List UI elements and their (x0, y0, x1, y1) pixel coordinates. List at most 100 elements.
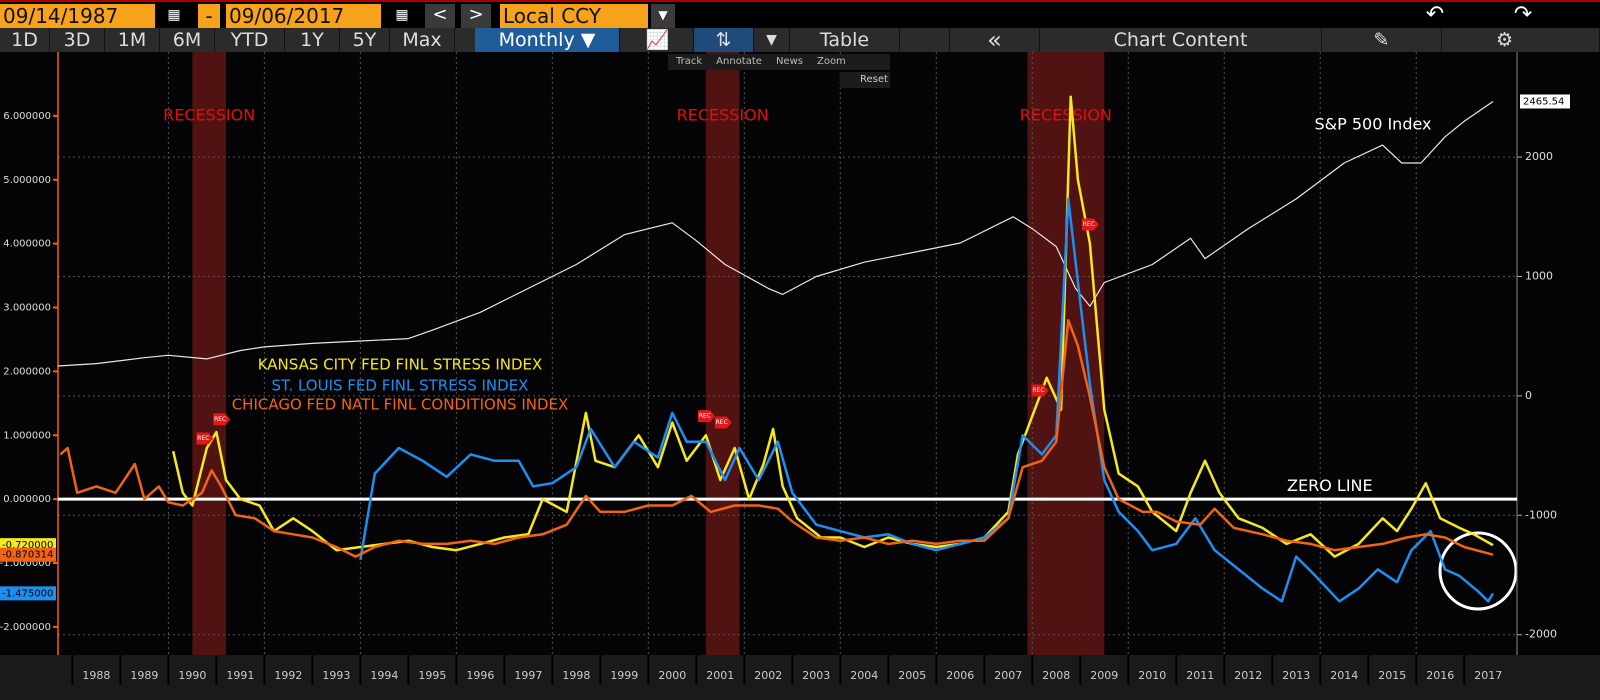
currency[interactable]: Local CCY (500, 4, 648, 28)
tool-button[interactable]: Annotate (716, 56, 762, 67)
y-tick-label: -2.000000 (0, 622, 51, 633)
range-button[interactable]: 6M (160, 28, 215, 52)
y-tick-label: 6.000000 (3, 111, 51, 122)
chart-tools: Track Annotate News Zoom (668, 54, 890, 70)
y-tick-label: 1.000000 (3, 430, 51, 441)
prev-button[interactable]: < (425, 4, 455, 28)
x-tick-label: 2012 (1234, 669, 1262, 682)
date-dash: - (198, 4, 220, 28)
legend-entry: ST. LOUIS FED FINL STRESS INDEX (272, 377, 529, 395)
x-tick-label: 2007 (994, 669, 1022, 682)
settings-icon[interactable]: ⚙ (1442, 28, 1600, 52)
tool-button[interactable]: Zoom (816, 56, 846, 67)
x-tick-label: 1989 (130, 669, 158, 682)
start-date[interactable]: 09/14/1987 (0, 4, 155, 28)
chart-content-label: Chart Content (1113, 29, 1248, 51)
style-dropdown[interactable]: ▼ (754, 28, 790, 52)
last-value-flag (0, 547, 56, 562)
rec-flag-label: REC (716, 419, 728, 426)
top-bar: 09/14/1987 ▦ - 09/06/2017 ▦ < > Local CC… (0, 0, 1600, 28)
recession-label: RECESSION (163, 105, 255, 124)
range-button[interactable]: 1M (105, 28, 160, 52)
tool-button[interactable]: News (775, 56, 803, 67)
y2-tick-label: 2000 (1525, 150, 1553, 163)
x-tick-label: 2016 (1426, 669, 1454, 682)
table-button[interactable]: Table (790, 28, 900, 52)
range-bar: Monthly ▼ 📈 ⇅ ▼ Table « Chart Content ✎ … (0, 28, 1600, 52)
x-tick-label: 2001 (706, 669, 734, 682)
reset-button[interactable]: Reset (840, 72, 890, 88)
y2-tick-label: 1000 (1525, 269, 1553, 282)
range-button[interactable]: 1D (0, 28, 50, 52)
x-tick-label: 2004 (850, 669, 878, 682)
next-button[interactable]: > (461, 4, 491, 28)
y-tick-label: 4.000000 (3, 239, 51, 250)
x-tick-label: 2005 (898, 669, 926, 682)
range-button[interactable]: 1Y (285, 28, 340, 52)
y-tick-label: 5.000000 (3, 175, 51, 186)
x-tick-label: 2000 (658, 669, 686, 682)
rec-flag (196, 432, 214, 445)
range-button[interactable]: 3D (50, 28, 105, 52)
x-tick-label: 1994 (370, 669, 398, 682)
calendar-icon[interactable]: ▦ (160, 4, 188, 28)
range-button[interactable]: Max (390, 28, 455, 52)
x-tick-label: 2014 (1330, 669, 1358, 682)
last-value-label: -0.720000 (2, 540, 53, 551)
calendar-icon[interactable]: ▦ (388, 4, 416, 28)
x-tick-label: 1995 (418, 669, 446, 682)
y-tick-label: -1.000000 (0, 558, 51, 569)
last-value-label: 2465.54 (1523, 96, 1564, 107)
range-button[interactable]: YTD (215, 28, 285, 52)
recession-label: RECESSION (1020, 105, 1112, 124)
rec-flag-label: REC (699, 413, 711, 420)
x-tick-label: 2006 (946, 669, 974, 682)
y-tick-label: 0.000000 (3, 494, 51, 505)
last-value-label: -0.870314 (2, 550, 53, 561)
y2-tick-label: -2000 (1525, 628, 1557, 641)
undo-icon[interactable]: ↶ (1420, 4, 1450, 28)
highlight-circle (1438, 531, 1518, 611)
chart-content-button[interactable]: Chart Content (1040, 28, 1322, 52)
rec-flag (1081, 218, 1099, 231)
recession-band (705, 52, 740, 655)
x-tick-label: 2009 (1090, 669, 1118, 682)
tool-button[interactable]: Track (676, 56, 703, 67)
recession-label: RECESSION (677, 105, 769, 124)
legend-entry: KANSAS CITY FED FINL STRESS INDEX (258, 356, 543, 374)
y-tick-label: 2.000000 (3, 366, 51, 377)
annotation: ZERO LINE (1287, 476, 1373, 495)
redo-icon[interactable]: ↷ (1508, 4, 1538, 28)
currency-dropdown[interactable]: ▼ (651, 4, 675, 28)
x-tick-label: 2017 (1474, 669, 1502, 682)
x-tick-label: 1996 (466, 669, 494, 682)
end-date[interactable]: 09/06/2017 (226, 4, 381, 28)
x-tick-label: 2015 (1378, 669, 1406, 682)
x-tick-label: 1991 (226, 669, 254, 682)
series-label: S&P 500 Index (1314, 115, 1431, 134)
line-icon[interactable]: 📈 (622, 28, 694, 52)
bars-icon[interactable]: ⇅ (694, 28, 754, 52)
x-tick-label: 2003 (802, 669, 830, 682)
x-tick-label: 1992 (274, 669, 302, 682)
frequency[interactable]: Monthly ▼ (475, 28, 620, 52)
rec-flag-label: REC (1032, 387, 1044, 394)
rec-flag-label: REC (214, 416, 226, 423)
x-tick-label: 2008 (1042, 669, 1070, 682)
y-tick-label: 3.000000 (3, 303, 51, 314)
rec-flag-label: REC (1083, 221, 1095, 228)
edit-icon[interactable]: ✎ (1322, 28, 1442, 52)
range-button[interactable]: 5Y (340, 28, 390, 52)
series-line (57, 101, 1494, 367)
spacer (900, 28, 950, 52)
y2-tick-label: 0 (1525, 389, 1532, 402)
x-tick-label: 1999 (610, 669, 638, 682)
background (0, 52, 1600, 700)
collapse-button[interactable]: « (950, 28, 1040, 52)
rec-flag (213, 413, 231, 426)
rec-flag (714, 416, 732, 429)
x-tick-label: 2013 (1282, 669, 1310, 682)
last-value-flag (0, 586, 56, 601)
series-line (359, 197, 1495, 603)
